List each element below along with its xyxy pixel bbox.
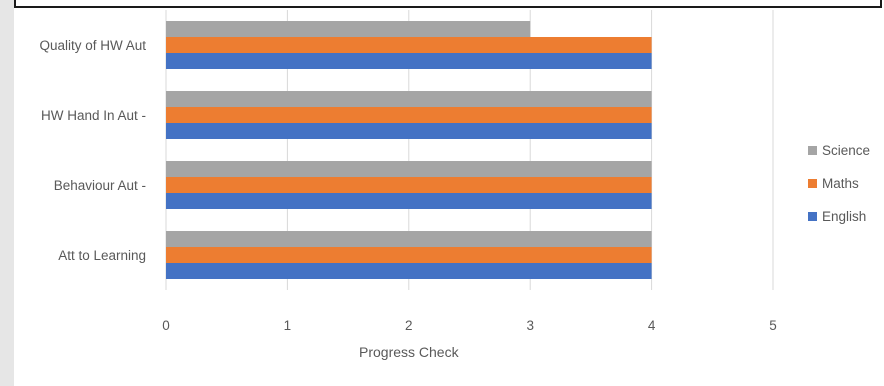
x-tick-1: 1 bbox=[284, 318, 292, 333]
category-label-0: Att to Learning bbox=[58, 248, 146, 263]
bar-science-0 bbox=[166, 231, 652, 247]
legend-label-science: Science bbox=[822, 143, 870, 158]
x-tick-0: 0 bbox=[162, 318, 170, 333]
legend-swatch-maths bbox=[808, 179, 817, 188]
left-margin-strip bbox=[0, 0, 14, 386]
legend-swatch-english bbox=[808, 212, 817, 221]
chart-frame-top bbox=[14, 0, 882, 8]
legend: Science Maths English bbox=[808, 143, 870, 224]
bar-english-2 bbox=[166, 123, 652, 139]
legend-label-english: English bbox=[822, 209, 866, 224]
bar-english-3 bbox=[166, 53, 652, 69]
bar-maths-1 bbox=[166, 177, 652, 193]
bar-science-2 bbox=[166, 91, 652, 107]
category-label-2: HW Hand In Aut - bbox=[41, 108, 146, 123]
bar-english-1 bbox=[166, 193, 652, 209]
x-tick-3: 3 bbox=[526, 318, 534, 333]
category-label-1: Behaviour Aut - bbox=[54, 178, 146, 193]
bar-maths-3 bbox=[166, 37, 652, 53]
category-label-3: Quality of HW Aut bbox=[39, 38, 146, 53]
bar-science-3 bbox=[166, 21, 531, 37]
x-tick-2: 2 bbox=[405, 318, 413, 333]
legend-label-maths: Maths bbox=[822, 176, 859, 191]
category-labels: Att to Learning Behaviour Aut - HW Hand In… bbox=[39, 38, 146, 263]
x-tick-5: 5 bbox=[769, 318, 777, 333]
bar-maths-2 bbox=[166, 107, 652, 123]
bars bbox=[166, 21, 652, 279]
x-tick-4: 4 bbox=[648, 318, 656, 333]
x-tick-labels: 0 1 2 3 4 5 bbox=[162, 318, 777, 333]
x-axis-title: Progress Check bbox=[359, 344, 460, 360]
legend-swatch-science bbox=[808, 146, 817, 155]
bar-english-0 bbox=[166, 263, 652, 279]
bar-science-1 bbox=[166, 161, 652, 177]
bar-maths-0 bbox=[166, 247, 652, 263]
